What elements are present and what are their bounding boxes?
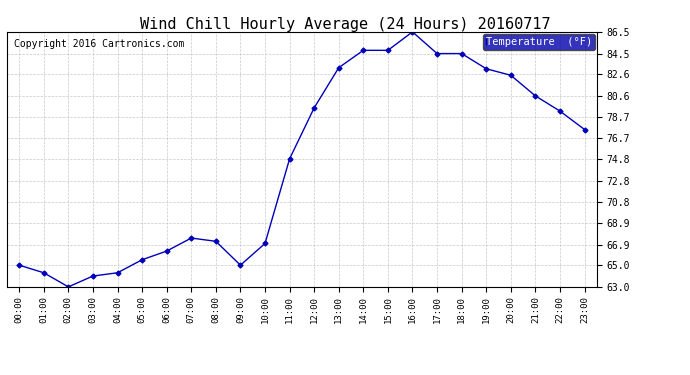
Text: Copyright 2016 Cartronics.com: Copyright 2016 Cartronics.com [14,39,184,50]
Legend: Temperature  (°F): Temperature (°F) [483,34,595,50]
Text: Wind Chill Hourly Average (24 Hours) 20160717: Wind Chill Hourly Average (24 Hours) 201… [139,17,551,32]
